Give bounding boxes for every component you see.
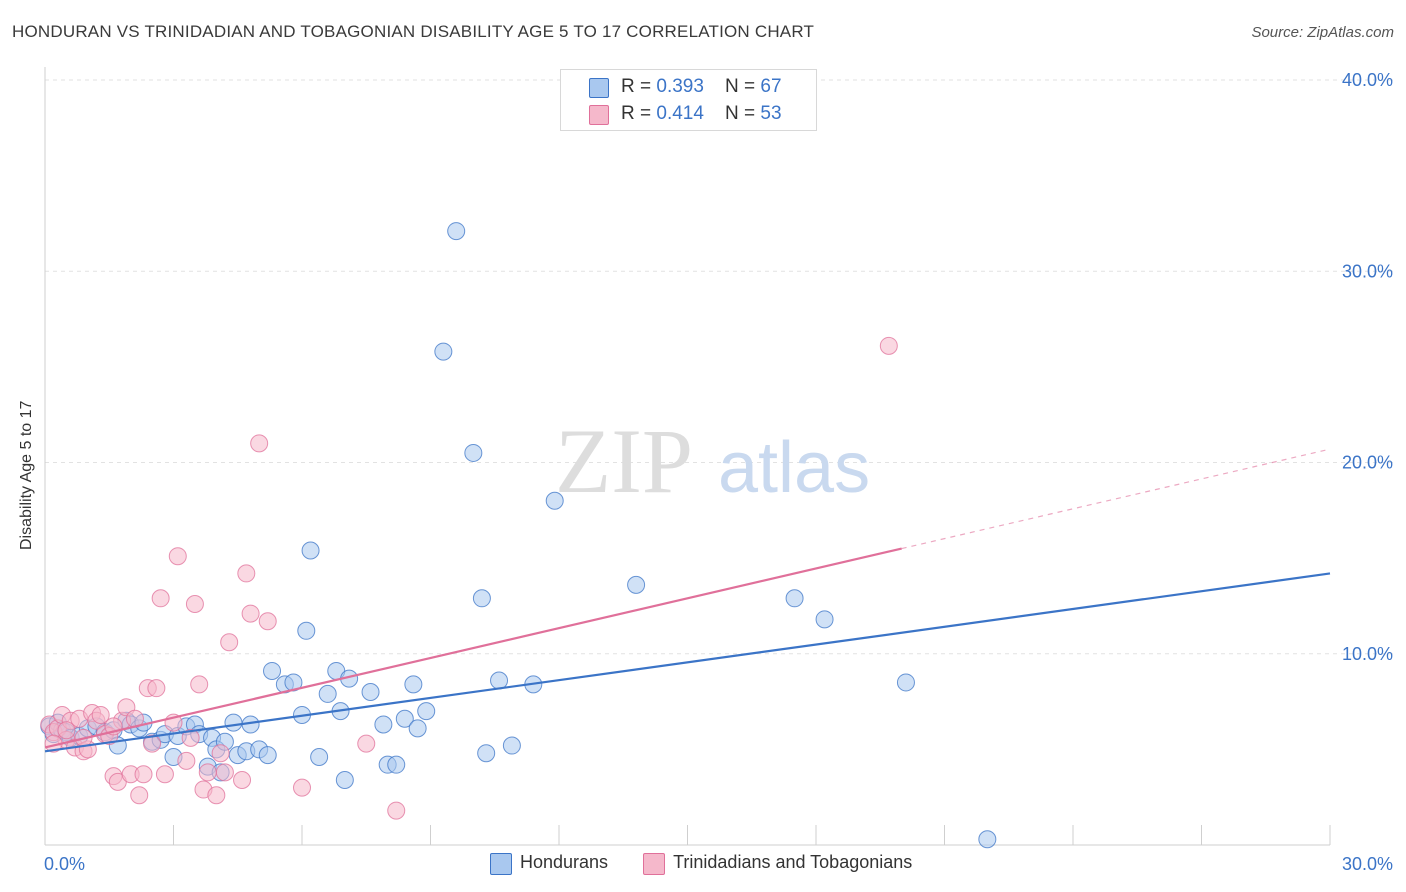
point-hondurans: [434, 342, 453, 361]
point-trinidadians: [233, 770, 252, 789]
r-label: R =: [621, 76, 657, 97]
point-hondurans: [374, 715, 393, 734]
legend-label: Trinidadians and Tobagonians: [673, 852, 913, 872]
y-tick-label: 10.0%: [1342, 644, 1393, 664]
trend-line-trinidadians-extension: [901, 448, 1331, 550]
point-hondurans: [502, 736, 521, 755]
point-hondurans: [310, 748, 329, 767]
point-hondurans: [417, 702, 436, 721]
swatch-blue: [490, 853, 512, 875]
point-hondurans: [284, 673, 303, 692]
point-hondurans: [387, 755, 406, 774]
n-value: 53: [760, 103, 782, 124]
point-trinidadians: [190, 675, 209, 694]
n-label: N =: [725, 76, 761, 97]
swatch-pink: [589, 105, 609, 125]
point-trinidadians: [357, 734, 376, 753]
grid-lines: [45, 79, 1393, 655]
chart-title: HONDURAN VS TRINIDADIAN AND TOBAGONIAN D…: [12, 22, 815, 41]
point-hondurans: [545, 491, 564, 510]
point-hondurans: [301, 541, 320, 560]
point-trinidadians: [250, 434, 269, 453]
point-trinidadians: [237, 564, 256, 583]
trend-line-trinidadians: [44, 547, 902, 749]
point-hondurans: [224, 713, 243, 732]
source-label: Source: ZipAtlas.com: [1251, 24, 1394, 41]
point-trinidadians: [293, 778, 311, 797]
trend-line-hondurans: [44, 572, 1331, 753]
watermark-atlas: atlas: [718, 428, 870, 508]
point-hondurans: [395, 709, 414, 728]
point-trinidadians: [147, 679, 166, 698]
y-tick-label: 20.0%: [1342, 453, 1393, 473]
x-tick-label: 30.0%: [1342, 854, 1393, 874]
axes: [44, 67, 1331, 846]
point-hondurans: [408, 719, 427, 738]
point-hondurans: [404, 675, 423, 694]
point-trinidadians: [879, 336, 898, 355]
point-hondurans: [815, 610, 834, 629]
point-hondurans: [318, 684, 337, 703]
point-trinidadians: [215, 763, 234, 782]
point-hondurans: [785, 589, 804, 608]
watermark-zip: ZIP: [555, 410, 693, 512]
swatch-blue: [589, 78, 609, 98]
point-hondurans: [258, 746, 277, 765]
series-legend: Hondurans Trinidadians and Tobagonians: [490, 852, 942, 875]
point-hondurans: [477, 744, 496, 763]
point-trinidadians: [91, 705, 110, 724]
legend-item-trinidadians: Trinidadians and Tobagonians: [643, 852, 913, 875]
x-tick-label: 0.0%: [44, 854, 85, 874]
point-trinidadians: [181, 728, 200, 747]
legend-item-hondurans: Hondurans: [490, 852, 609, 875]
point-hondurans: [447, 222, 466, 241]
point-trinidadians: [130, 786, 149, 805]
point-hondurans: [978, 830, 997, 849]
point-trinidadians: [57, 721, 76, 740]
point-trinidadians: [241, 604, 260, 623]
point-hondurans: [896, 673, 915, 692]
swatch-pink: [643, 853, 666, 875]
point-trinidadians: [198, 763, 217, 782]
point-hondurans: [627, 575, 646, 594]
point-trinidadians: [134, 765, 153, 784]
point-trinidadians: [155, 765, 174, 784]
point-hondurans: [472, 589, 491, 608]
r-value: 0.414: [656, 103, 704, 124]
point-trinidadians: [258, 612, 277, 631]
point-trinidadians: [185, 595, 204, 614]
point-trinidadians: [207, 786, 226, 805]
point-hondurans: [263, 661, 282, 680]
n-label: N =: [725, 103, 761, 124]
n-value: 67: [760, 76, 782, 97]
r-label: R =: [621, 103, 657, 124]
point-hondurans: [335, 770, 354, 789]
r-value: 0.393: [656, 76, 704, 97]
point-trinidadians: [387, 801, 406, 820]
y-tick-label: 40.0%: [1342, 70, 1393, 90]
point-hondurans: [490, 671, 509, 690]
point-trinidadians: [177, 751, 196, 770]
point-trinidadians: [220, 633, 239, 652]
point-hondurans: [297, 621, 316, 640]
legend-label: Hondurans: [520, 852, 609, 872]
point-trinidadians: [151, 589, 170, 608]
watermark: ZIP atlas: [555, 410, 870, 512]
correlation-legend: R = 0.393 N = 67 R = 0.414 N = 53: [560, 69, 817, 131]
point-trinidadians: [143, 734, 162, 753]
point-trinidadians: [211, 744, 230, 763]
point-trinidadians: [168, 547, 187, 566]
point-hondurans: [464, 443, 483, 462]
y-tick-label: 30.0%: [1342, 261, 1393, 281]
point-hondurans: [361, 683, 380, 701]
